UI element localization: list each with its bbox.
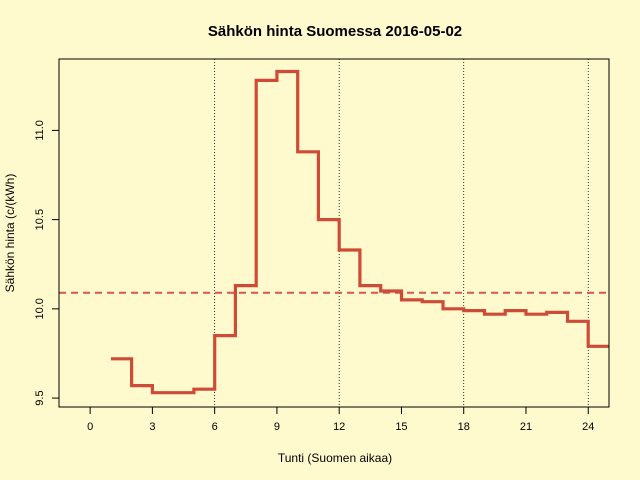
- x-tick-label-12: 12: [333, 421, 345, 433]
- y-axis-label: Sähkön hinta (c/(kWh): [3, 174, 17, 293]
- x-tick-label-3: 3: [149, 421, 155, 433]
- y-tick-label-9.5: 9.5: [34, 390, 46, 405]
- x-axis-label: Tunti (Suomen aikaa): [278, 451, 392, 465]
- x-tick-label-6: 6: [212, 421, 218, 433]
- price-step-line: [110, 69, 609, 395]
- y-tick-label-10: 10.0: [34, 298, 46, 319]
- y-axis: 9.5 10.0 10.5 11.0: [34, 120, 59, 406]
- y-tick-label-10.5: 10.5: [34, 209, 46, 230]
- series-group: [110, 69, 609, 395]
- x-tick-label-15: 15: [395, 421, 407, 433]
- x-tick-label-9: 9: [274, 421, 280, 433]
- x-tick-label-24: 24: [582, 421, 594, 433]
- vertical-guides: [214, 59, 589, 407]
- x-axis: 0 3 6 9 12 15 18 21 24: [87, 407, 594, 433]
- y-tick-label-11: 11.0: [34, 120, 46, 141]
- chart-title: Sähkön hinta Suomessa 2016-05-02: [208, 23, 462, 40]
- x-tick-label-0: 0: [87, 421, 93, 433]
- x-tick-label-18: 18: [458, 421, 470, 433]
- plot-frame: [58, 58, 610, 408]
- x-tick-label-21: 21: [520, 421, 532, 433]
